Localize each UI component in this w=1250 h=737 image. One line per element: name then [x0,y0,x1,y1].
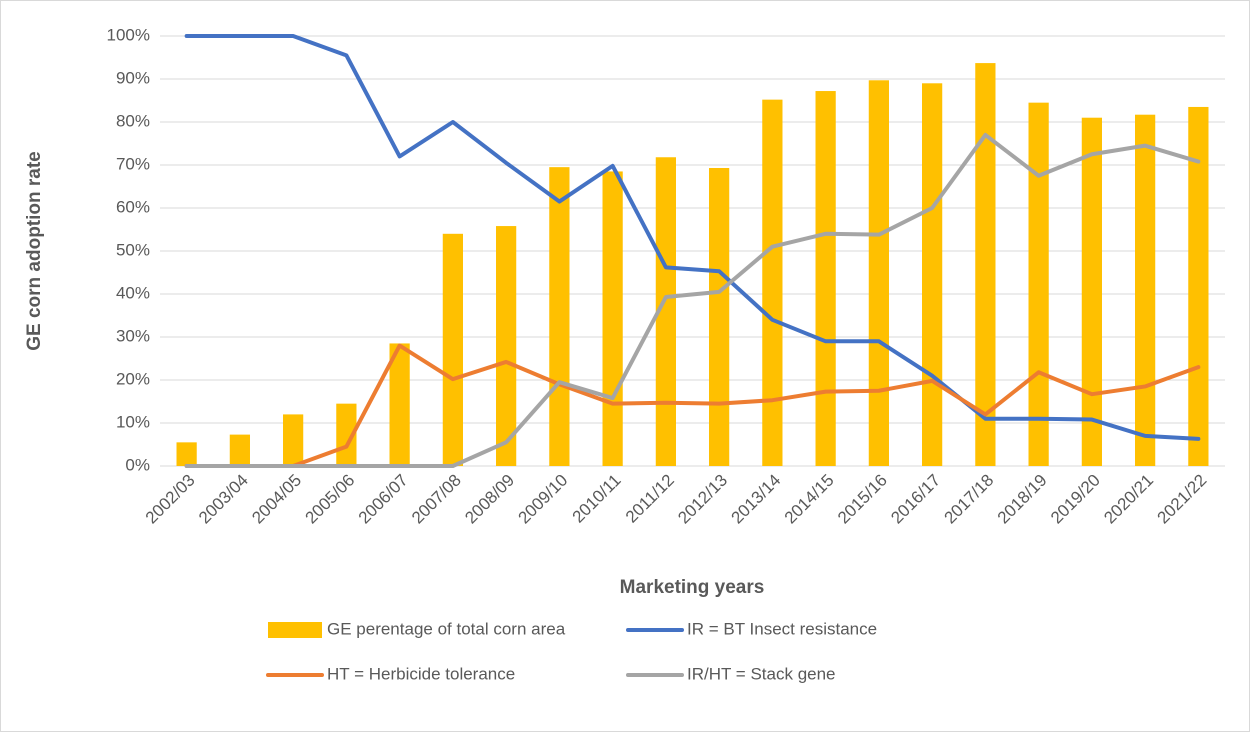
bar [496,226,517,466]
bar [655,157,676,466]
bar [389,343,410,466]
y-tick-label: 40% [116,283,150,302]
bar [1135,114,1156,466]
x-axis-label: Marketing years [620,577,765,598]
y-tick-label: 70% [116,154,150,173]
bar [868,80,889,466]
y-tick-label: 90% [116,68,150,87]
bar [442,233,463,466]
line-series [184,34,1201,441]
bar [975,63,996,467]
bar [709,168,730,466]
bar [1028,102,1049,467]
line-series [184,343,1201,468]
y-tick-label: 0% [125,455,150,474]
y-tick-label: 100% [107,25,150,44]
y-tick-label: 50% [116,240,150,259]
y-tick-label: 80% [116,111,150,130]
legend-swatch [268,622,322,638]
legend-label: IR = BT Insect resistance [687,619,877,638]
line-series [184,132,1201,468]
bar [549,167,570,466]
bar [1081,117,1102,466]
y-tick-label: 20% [116,369,150,388]
y-tick-label: 60% [116,197,150,216]
legend-label: HT = Herbicide tolerance [327,664,515,683]
bar [229,434,250,466]
bar [1188,106,1209,466]
y-tick-label: 10% [116,412,150,431]
bar [762,99,783,466]
legend-label: GE perentage of total corn area [327,619,566,638]
y-tick-label: 30% [116,326,150,345]
bar [283,414,304,466]
bar [815,91,836,466]
legend-label: IR/HT = Stack gene [687,664,836,683]
bar [922,83,943,467]
bar [176,442,197,466]
y-axis-label: GE corn adoption rate [24,151,45,351]
bar [602,171,623,466]
